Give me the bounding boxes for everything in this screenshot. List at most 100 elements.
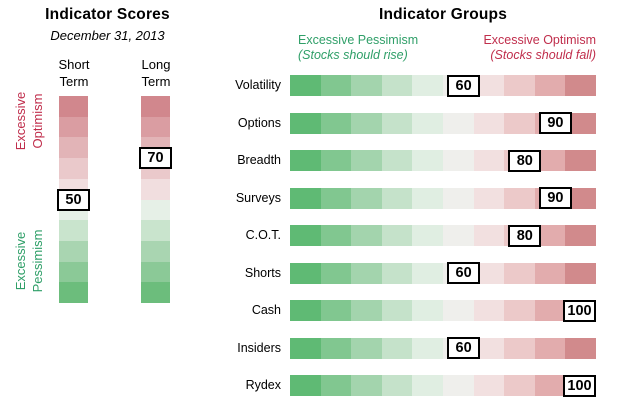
gauge-segment-7 bbox=[141, 220, 170, 241]
left-panel-title: Indicator Scores bbox=[45, 6, 170, 23]
score-box: 100 bbox=[563, 299, 596, 322]
gauge-segment-2 bbox=[141, 116, 170, 138]
vertical-gauge-bar bbox=[141, 96, 170, 304]
gauge-segment-5 bbox=[412, 300, 443, 321]
gauge-segment-6 bbox=[442, 112, 474, 134]
row-label: Surveys bbox=[235, 190, 281, 205]
excessive-optimism-axis-label: Excessive Optimism bbox=[13, 91, 45, 151]
excessive-pessimism-axis-label: Excessive Pessimism bbox=[13, 229, 45, 293]
gauge-segment-10 bbox=[565, 75, 596, 96]
gauge-segment-7 bbox=[473, 375, 505, 396]
gauge-segment-9 bbox=[534, 225, 566, 246]
pessimism-header: Excessive Pessimism (Stocks should rise) bbox=[298, 33, 468, 62]
gauge-segment-2 bbox=[320, 375, 352, 396]
gauge-segment-8 bbox=[504, 337, 535, 359]
gauge-segment-4 bbox=[381, 187, 413, 209]
horizontal-gauge-bar bbox=[290, 225, 596, 246]
score-box: 50 bbox=[57, 188, 90, 211]
pessimism-header-line1: Excessive Pessimism bbox=[298, 33, 419, 47]
left-panel-subtitle: December 31, 2013 bbox=[50, 28, 165, 43]
gauge-segment-3 bbox=[351, 300, 382, 321]
gauge-segment-7 bbox=[473, 262, 505, 284]
gauge-segment-3 bbox=[351, 187, 382, 209]
gauge-segment-10 bbox=[565, 150, 596, 171]
gauge-segment-3 bbox=[351, 75, 382, 96]
gauge-segment-6 bbox=[442, 150, 474, 171]
score-box: 90 bbox=[538, 112, 572, 134]
gauge-segment-9 bbox=[534, 337, 566, 359]
gauge-segment-8 bbox=[59, 240, 88, 262]
gauge-segment-5 bbox=[412, 337, 443, 359]
gauge-segment-2 bbox=[320, 337, 352, 359]
row-label: Cash bbox=[251, 303, 281, 317]
gauge-segment-2 bbox=[320, 75, 352, 96]
gauge-segment-4 bbox=[59, 158, 88, 179]
gauge-segment-4 bbox=[381, 375, 413, 396]
gauge-segment-5 bbox=[412, 75, 443, 96]
gauge-segment-5 bbox=[412, 262, 443, 284]
gauge-segment-5 bbox=[412, 187, 443, 209]
horizontal-gauge-bar bbox=[290, 150, 596, 171]
gauge-segment-3 bbox=[351, 375, 382, 396]
horizontal-gauge-bar bbox=[290, 337, 596, 359]
gauge-segment-8 bbox=[504, 375, 535, 396]
gauge-segment-1 bbox=[290, 225, 321, 246]
row-label: Insiders bbox=[237, 340, 281, 355]
score-box: 80 bbox=[508, 224, 542, 247]
optimism-header: Excessive Optimism (Stocks should fall) bbox=[446, 33, 596, 62]
horizontal-gauge-bar bbox=[290, 300, 596, 321]
gauge-segment-1 bbox=[290, 112, 321, 134]
optimism-header-line1: Excessive Optimism bbox=[483, 33, 596, 47]
gauge-segment-7 bbox=[473, 112, 505, 134]
gauge-segment-6 bbox=[141, 199, 170, 221]
gauge-segment-3 bbox=[351, 112, 382, 134]
gauge-segment-4 bbox=[381, 150, 413, 171]
row-label: Shorts bbox=[244, 265, 281, 280]
gauge-segment-8 bbox=[504, 187, 535, 209]
gauge-segment-6 bbox=[442, 187, 474, 209]
score-box: 70 bbox=[139, 147, 172, 170]
gauge-segment-9 bbox=[534, 262, 566, 284]
gauge-segment-7 bbox=[473, 187, 505, 209]
gauge-segment-4 bbox=[381, 262, 413, 284]
gauge-segment-7 bbox=[473, 337, 505, 359]
gauge-segment-3 bbox=[351, 337, 382, 359]
gauge-segment-3 bbox=[351, 150, 382, 171]
gauge-segment-5 bbox=[412, 150, 443, 171]
gauge-segment-2 bbox=[320, 112, 352, 134]
horizontal-gauge-bar bbox=[290, 375, 596, 396]
gauge-segment-8 bbox=[141, 240, 170, 262]
row-label: Volatility bbox=[235, 78, 281, 92]
right-panel-title: Indicator Groups bbox=[378, 6, 508, 23]
gauge-segment-1 bbox=[59, 96, 88, 117]
gauge-segment-6 bbox=[442, 300, 474, 321]
gauge-segment-1 bbox=[290, 150, 321, 171]
gauge-segment-1 bbox=[290, 300, 321, 321]
gauge-segment-8 bbox=[504, 262, 535, 284]
gauge-segment-7 bbox=[473, 300, 505, 321]
gauge-segment-1 bbox=[290, 262, 321, 284]
gauge-segment-2 bbox=[320, 300, 352, 321]
gauge-segment-5 bbox=[141, 178, 170, 200]
gauge-segment-5 bbox=[412, 112, 443, 134]
short-term-header: Short Term bbox=[58, 57, 90, 89]
gauge-segment-2 bbox=[320, 262, 352, 284]
score-box: 100 bbox=[563, 374, 596, 397]
row-label: Rydex bbox=[245, 378, 281, 392]
gauge-segment-9 bbox=[534, 150, 566, 171]
gauge-segment-10 bbox=[565, 262, 596, 284]
gauge-segment-8 bbox=[504, 300, 535, 321]
long-term-header: Long Term bbox=[141, 57, 171, 89]
score-box: 90 bbox=[538, 187, 572, 209]
gauge-segment-4 bbox=[381, 300, 413, 321]
score-box: 60 bbox=[447, 262, 481, 284]
score-box: 60 bbox=[447, 337, 481, 359]
pessimism-header-line2: (Stocks should rise) bbox=[298, 47, 408, 62]
gauge-segment-10 bbox=[565, 112, 596, 134]
gauge-segment-4 bbox=[381, 337, 413, 359]
gauge-segment-10 bbox=[565, 337, 596, 359]
gauge-segment-2 bbox=[59, 116, 88, 138]
indicator-groups-panel: Indicator Groups Excessive Pessimism (St… bbox=[200, 0, 619, 411]
gauge-segment-5 bbox=[412, 375, 443, 396]
